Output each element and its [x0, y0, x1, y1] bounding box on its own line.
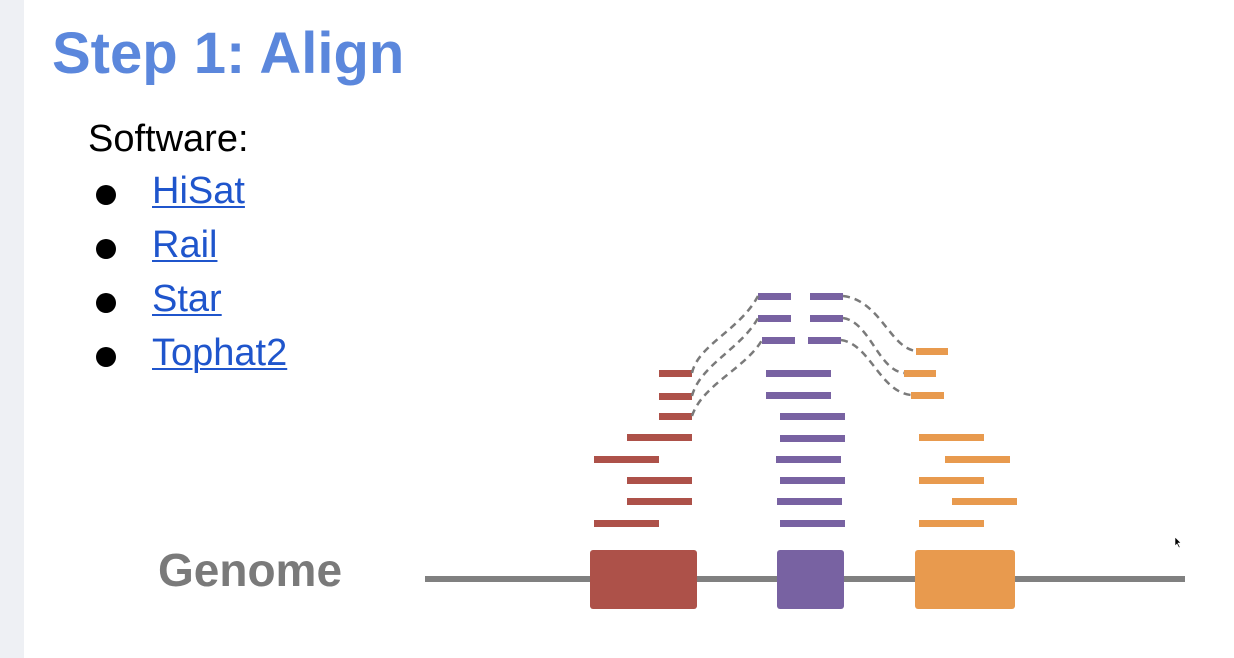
- read-segment: [762, 337, 795, 344]
- read-segment: [810, 293, 843, 300]
- red-read-group: [594, 370, 692, 527]
- exon-block-purple: [777, 550, 844, 609]
- splice-connector: [840, 338, 912, 397]
- read-segment: [904, 370, 936, 377]
- read-segment: [919, 434, 984, 441]
- read-segment: [780, 435, 845, 442]
- genome-label: Genome: [158, 544, 342, 596]
- read-segment: [916, 348, 948, 355]
- bullet-icon: [96, 185, 116, 205]
- read-segment: [780, 413, 845, 420]
- read-segment: [766, 392, 831, 399]
- read-segment: [659, 370, 692, 377]
- read-segment: [808, 337, 841, 344]
- slide-title: Step 1: Align: [52, 21, 405, 86]
- read-segment: [594, 456, 659, 463]
- purple-read-group: [758, 293, 845, 527]
- splice-connector: [690, 339, 764, 417]
- splice-connector: [690, 295, 760, 374]
- read-segment: [919, 477, 984, 484]
- read-segment: [810, 315, 843, 322]
- read-segment: [919, 520, 984, 527]
- link-hisat[interactable]: HiSat: [152, 170, 245, 212]
- read-segment: [780, 477, 845, 484]
- exon-block-orange: [915, 550, 1015, 609]
- read-segment: [758, 293, 791, 300]
- read-segment: [594, 520, 659, 527]
- bullet-icon: [96, 239, 116, 259]
- software-heading: Software:: [88, 118, 249, 160]
- mouse-cursor-icon: [1174, 536, 1182, 549]
- read-segment: [776, 456, 841, 463]
- read-segment: [766, 370, 831, 377]
- splice-connector: [842, 316, 905, 375]
- read-segment: [627, 498, 692, 505]
- slide: Step 1: Align Software: HiSat Rail Star …: [24, 0, 1234, 658]
- read-segment: [777, 498, 842, 505]
- bullet-icon: [96, 347, 116, 367]
- exon-block-red: [590, 550, 697, 609]
- read-segment: [945, 456, 1010, 463]
- link-star[interactable]: Star: [152, 278, 222, 320]
- splice-connector: [690, 317, 760, 397]
- read-segment: [758, 315, 791, 322]
- read-segment: [659, 413, 692, 420]
- read-segment: [911, 392, 944, 399]
- bullet-icon: [96, 293, 116, 313]
- splice-connector: [842, 294, 917, 353]
- read-segment: [952, 498, 1017, 505]
- left-edge-strip: [0, 0, 24, 658]
- splice-junction-connectors: [690, 294, 917, 417]
- orange-read-group: [904, 348, 1017, 527]
- read-segment: [780, 520, 845, 527]
- read-segment: [627, 477, 692, 484]
- link-rail[interactable]: Rail: [152, 224, 218, 266]
- link-tophat2[interactable]: Tophat2: [152, 332, 288, 374]
- read-segment: [627, 434, 692, 441]
- read-segment: [659, 393, 692, 400]
